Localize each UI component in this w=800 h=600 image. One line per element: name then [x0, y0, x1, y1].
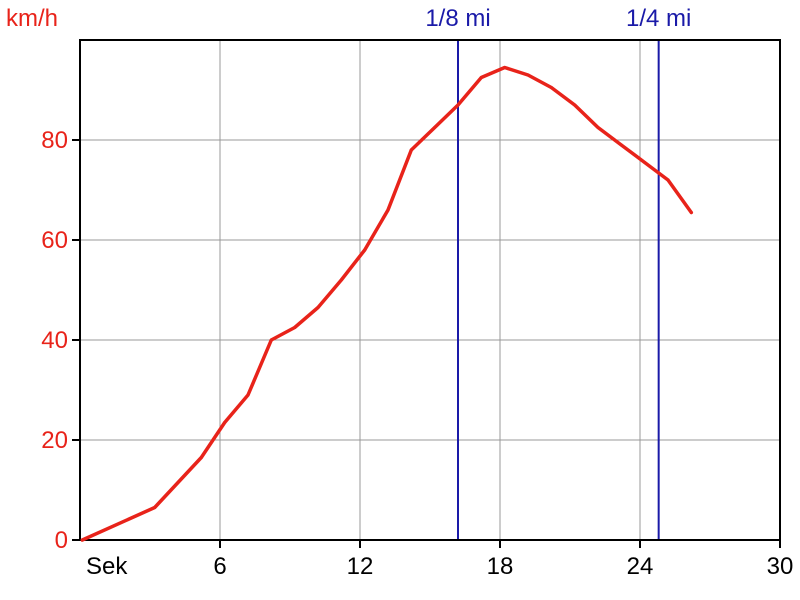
grid-lines — [80, 40, 780, 540]
y-axis-label: km/h — [6, 5, 58, 32]
speed-data-point — [269, 338, 273, 342]
y-tick-label: 0 — [55, 527, 68, 554]
speed-data-point — [689, 211, 693, 214]
speed-data-point — [363, 248, 367, 252]
speed-data-point — [619, 143, 623, 147]
speed-data-point — [153, 506, 157, 509]
speed-data-point — [526, 73, 530, 77]
x-tick-label: 18 — [487, 553, 514, 580]
speed-series-line — [80, 65, 694, 542]
x-tick-label: 12 — [347, 553, 374, 580]
speed-data-point — [409, 148, 413, 152]
distance-markers: 1/8 mi 1/4 mi — [425, 5, 691, 540]
y-tick-label: 20 — [41, 427, 68, 454]
speed-data-point — [503, 66, 507, 69]
speed-data-point — [479, 76, 483, 79]
speed-data-point — [80, 538, 84, 542]
speed-data-point — [386, 208, 390, 212]
x-tick-label: 30 — [767, 553, 794, 580]
speed-data-point — [223, 421, 227, 424]
tick-labels: 6 12 18 24 30 0 20 40 60 80 — [41, 127, 793, 580]
speed-data-point — [246, 393, 250, 397]
speed-data-point — [643, 161, 647, 164]
speed-data-point — [339, 278, 343, 282]
speed-data-point — [316, 306, 320, 309]
distance-marker-label: 1/4 mi — [626, 5, 691, 32]
distance-marker-label: 1/8 mi — [425, 5, 490, 32]
speed-data-point — [293, 326, 297, 329]
x-tick-label: 24 — [627, 553, 654, 580]
speed-data-point — [573, 103, 577, 107]
y-tick-label: 60 — [41, 227, 68, 254]
speed-data-point — [596, 126, 600, 129]
plot-frame — [79, 39, 781, 541]
series-layer — [80, 65, 694, 542]
speed-data-point — [549, 86, 553, 89]
y-tick-label: 80 — [41, 127, 68, 154]
x-axis-label: Sek — [86, 553, 128, 580]
speed-data-point — [666, 178, 670, 182]
speed-data-point — [199, 456, 203, 459]
speed-data-point — [456, 103, 460, 107]
y-tick-label: 40 — [41, 327, 68, 354]
speed-data-point — [433, 126, 437, 129]
x-tick-label: 6 — [213, 553, 226, 580]
